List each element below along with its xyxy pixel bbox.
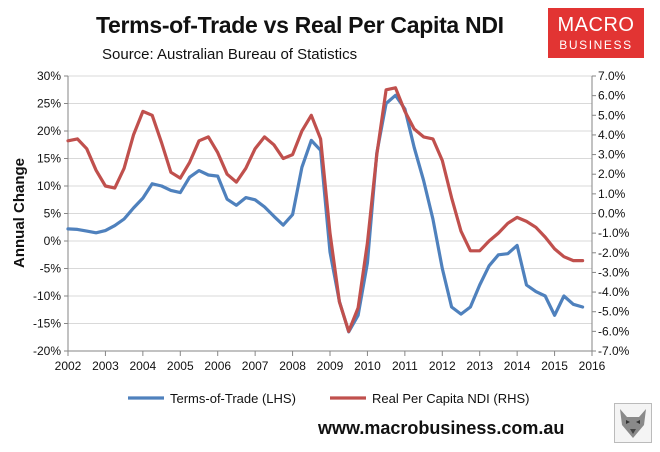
x-tick-label: 2009 (317, 359, 344, 373)
y-right-tick-label: 4.0% (598, 128, 626, 142)
series-lines (66, 86, 585, 334)
y-left-tick-label: -15% (33, 317, 61, 331)
x-tick-label: 2007 (242, 359, 269, 373)
logo-line-business: BUSINESS (559, 38, 633, 52)
website-url: www.macrobusiness.com.au (318, 418, 565, 438)
y-left-tick-label: 5% (44, 207, 62, 221)
x-tick-label: 2010 (354, 359, 381, 373)
y-left-tick-label: 0% (44, 234, 62, 248)
y-right-tick-label: -7.0% (598, 344, 630, 358)
x-tick-label: 2014 (504, 359, 531, 373)
logo-line-macro: MACRO (557, 14, 635, 36)
x-tick-label: 2008 (279, 359, 306, 373)
y-right-tick-label: -1.0% (598, 226, 630, 240)
axes (64, 75, 596, 356)
x-tick-label: 2002 (55, 359, 82, 373)
gridlines (68, 75, 592, 352)
series-line-real-ndi (66, 86, 585, 333)
y-left-tick-label: 10% (37, 179, 61, 193)
x-tick-label: 2011 (392, 359, 418, 373)
y-left-tick-label: -10% (33, 289, 61, 303)
x-tick-label: 2013 (466, 359, 493, 373)
y-axis-label: Annual Change (11, 158, 28, 268)
y-right-tick-label: -2.0% (598, 246, 630, 260)
y-right-tick-label: 5.0% (598, 108, 626, 122)
y-left-tick-label: 15% (37, 152, 61, 166)
y-right-tick-label: -4.0% (598, 285, 630, 299)
x-tick-label: 2003 (92, 359, 119, 373)
y-left-tick-label: 20% (37, 124, 61, 138)
y-right-tick-label: 3.0% (598, 148, 626, 162)
wolf-logo-icon (614, 403, 652, 443)
x-tick-label: 2006 (204, 359, 231, 373)
y-left-tick-label: 30% (37, 69, 61, 83)
legend-label-real-ndi: Real Per Capita NDI (RHS) (372, 391, 530, 406)
x-tick-label: 2005 (167, 359, 194, 373)
chart-subtitle: Source: Australian Bureau of Statistics (102, 46, 358, 63)
y-right-tick-label: 0.0% (598, 207, 626, 221)
y-left-tick-label: -20% (33, 344, 61, 358)
y-right-tick-label: 1.0% (598, 187, 626, 201)
chart-title: Terms-of-Trade vs Real Per Capita NDI (96, 12, 504, 38)
y-left-tick-label: -5% (40, 262, 62, 276)
y-right-tick-label: -6.0% (598, 324, 630, 338)
legend: Terms-of-Trade (LHS) Real Per Capita NDI … (128, 391, 530, 406)
macrobusiness-logo: MACRO BUSINESS (548, 8, 644, 58)
x-tick-label: 2016 (579, 359, 606, 373)
legend-label-terms-of-trade: Terms-of-Trade (LHS) (170, 391, 296, 406)
y-right-tick-label: 7.0% (598, 69, 626, 83)
y-right-tick-label: 2.0% (598, 167, 626, 181)
y-right-tick-label: 6.0% (598, 89, 626, 103)
x-tick-label: 2012 (429, 359, 456, 373)
tick-labels: 30% 25% 20% 15% 10% 5% 0% -5% -10% -15% -20% 7.0% 6.… (33, 69, 630, 373)
y-right-tick-label: -3.0% (598, 265, 630, 279)
y-left-tick-label: 25% (37, 97, 61, 111)
y-right-tick-label: -5.0% (598, 305, 630, 319)
x-tick-label: 2004 (130, 359, 157, 373)
x-tick-label: 2015 (541, 359, 568, 373)
